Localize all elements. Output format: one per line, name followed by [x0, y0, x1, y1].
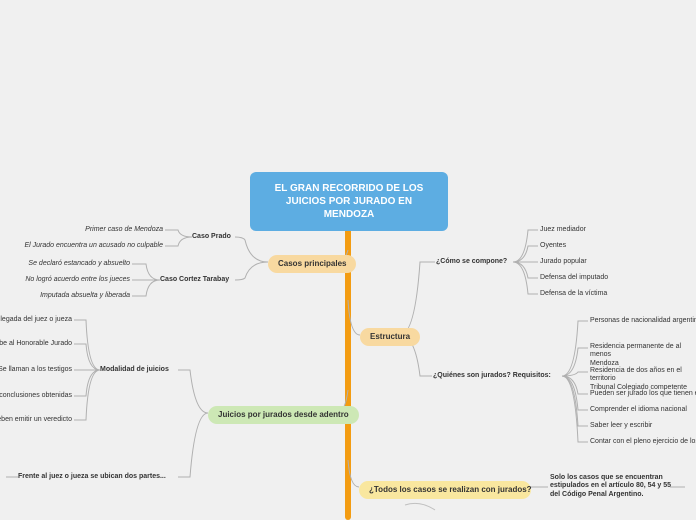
leaf-todos-answer: Solo los casos que se encuentran estipul…	[550, 474, 680, 499]
leaf-cortez-2: Imputada absuelta y liberada	[0, 292, 130, 300]
leaf-q-2: Residencia de dos años en el territorioT…	[590, 367, 696, 392]
leaf-q-0: Personas de nacionalidad argentina	[590, 317, 696, 325]
leaf-q-3: Pueden ser jurado los que tienen ent	[590, 390, 696, 398]
leaf-q-5: Saber leer y escribir	[590, 422, 652, 430]
branch-estructura: Estructura	[360, 328, 420, 346]
leaf-comp-2: Jurado popular	[540, 258, 587, 266]
leaf-prado-0: Primer caso de Mendoza	[60, 226, 163, 234]
title-node: EL GRAN RECORRIDO DE LOS JUICIOS POR JUR…	[250, 172, 448, 231]
node-quienes: ¿Quiénes son jurados? Requisitos:	[433, 372, 551, 380]
leaf-mod-2: Se llaman a los testigos	[0, 366, 72, 374]
leaf-comp-1: Oyentes	[540, 242, 566, 250]
leaf-mod-1: cibe al Honorable Jurado	[0, 340, 72, 348]
node-caso-prado: Caso Prado	[192, 233, 231, 241]
node-como-compone: ¿Cómo se compone?	[436, 258, 507, 266]
leaf-mod-4: deben emitir un veredicto	[0, 416, 72, 424]
node-modalidad: Modalidad de juicios	[100, 366, 169, 374]
node-frente: Frente al juez o jueza se ubican dos par…	[18, 473, 166, 481]
leaf-mod-0: a llegada del juez o jueza	[0, 316, 72, 324]
leaf-q-4: Comprender el idioma nacional	[590, 406, 687, 414]
node-caso-cortez: Caso Cortez Tarabay	[160, 276, 229, 284]
leaf-prado-1: El Jurado encuentra un acusado no culpab…	[0, 242, 163, 250]
branch-todos-casos: ¿Todos los casos se realizan con jurados…	[359, 481, 531, 499]
leaf-q-1: Residencia permanente de al menosMendoza	[590, 343, 696, 368]
branch-juicios-adentro: Juicios por jurados desde adentro	[208, 406, 359, 424]
leaf-q-6: Contar con el pleno ejercicio de los d	[590, 438, 696, 446]
leaf-comp-4: Defensa de la víctima	[540, 290, 607, 298]
leaf-comp-3: Defensa del imputado	[540, 274, 608, 282]
leaf-mod-3: s conclusiones obtenidas	[0, 392, 72, 400]
branch-casos-principales: Casos principales	[268, 255, 356, 273]
leaf-cortez-1: No logró acuerdo entre los jueces	[0, 276, 130, 284]
leaf-cortez-0: Se declaró estancado y absuelto	[0, 260, 130, 268]
leaf-comp-0: Juez mediador	[540, 226, 586, 234]
